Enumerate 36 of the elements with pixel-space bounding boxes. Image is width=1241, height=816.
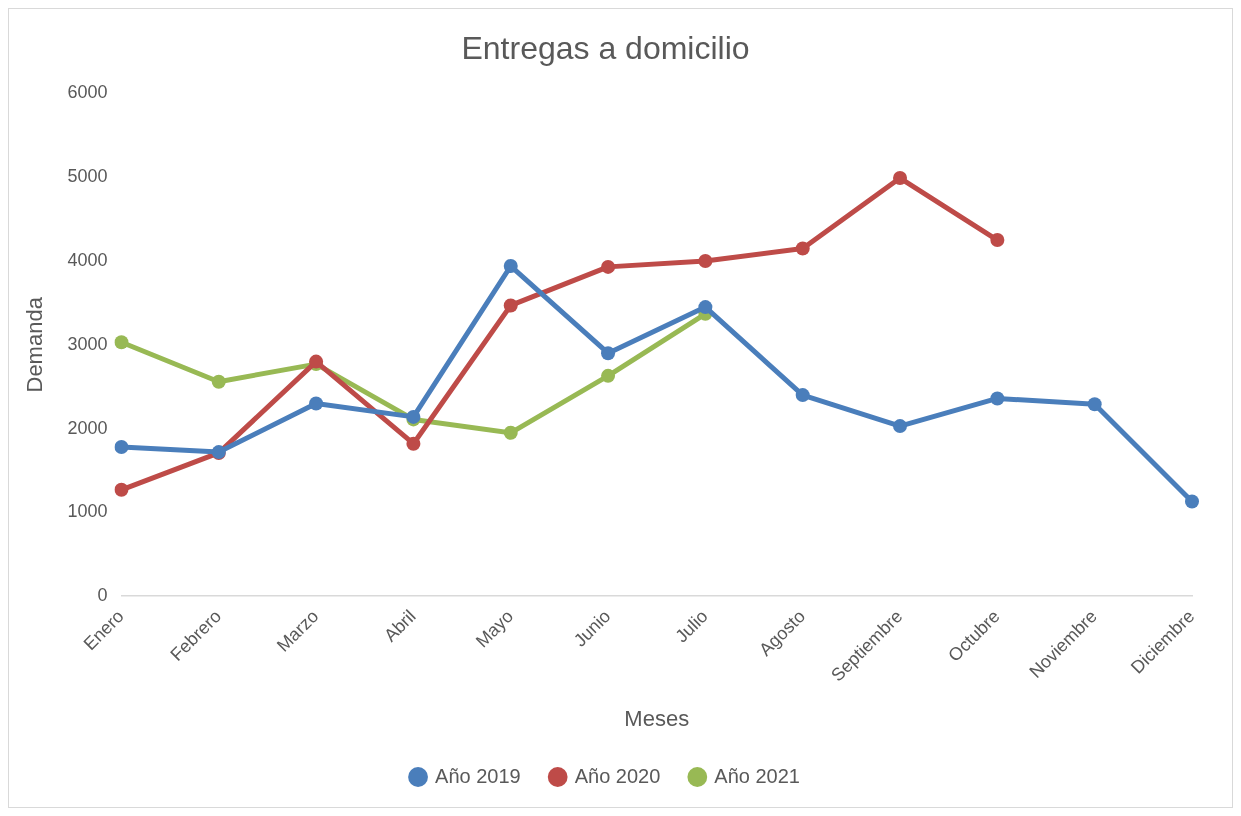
point — [211, 374, 226, 389]
point — [503, 259, 518, 274]
point — [893, 171, 908, 186]
point — [406, 436, 421, 451]
point — [114, 335, 129, 350]
chart-title: Entregas a domicilio — [461, 30, 750, 67]
y-tick-label: 1000 — [67, 501, 108, 522]
point — [503, 425, 518, 440]
legend-label: Año 2020 — [574, 764, 661, 787]
point — [795, 388, 810, 403]
y-axis-title: Demanda — [22, 296, 48, 393]
point — [990, 233, 1005, 248]
point — [698, 300, 713, 315]
x-tick-label: Julio — [671, 606, 712, 647]
legend-label: Año 2021 — [714, 764, 800, 787]
point — [893, 419, 908, 434]
point — [1087, 397, 1102, 412]
y-tick-label: 6000 — [67, 82, 108, 103]
y-tick-label: 3000 — [67, 333, 108, 354]
point — [990, 391, 1005, 406]
point — [601, 368, 616, 383]
point — [309, 396, 324, 411]
point — [601, 259, 616, 274]
y-tick-label: 5000 — [67, 166, 108, 187]
point — [601, 346, 616, 361]
y-tick-label: 0 — [97, 585, 108, 606]
point — [503, 298, 518, 313]
point — [114, 440, 129, 455]
point — [698, 254, 713, 269]
point — [114, 482, 129, 497]
point — [795, 241, 810, 256]
point — [1185, 494, 1199, 509]
legend-label: Año 2019 — [435, 764, 521, 787]
y-tick-label: 2000 — [67, 417, 108, 438]
x-axis-title: Meses — [624, 705, 690, 731]
y-tick-label: 4000 — [67, 249, 108, 270]
